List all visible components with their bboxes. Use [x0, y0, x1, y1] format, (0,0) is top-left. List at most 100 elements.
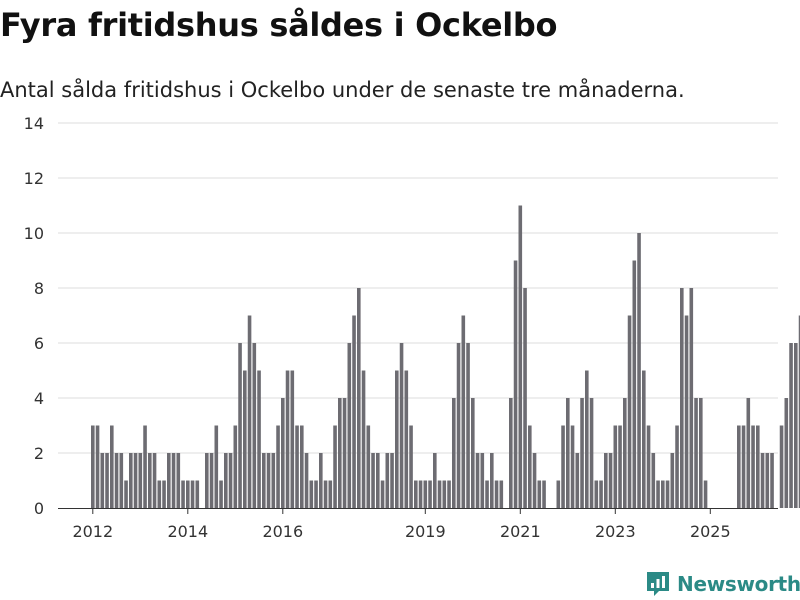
bar — [338, 398, 342, 508]
bar — [509, 398, 513, 508]
bar — [618, 425, 622, 508]
bar — [91, 425, 95, 508]
bar — [247, 315, 252, 508]
bar — [414, 480, 418, 508]
bar — [281, 398, 285, 508]
bar — [623, 398, 627, 508]
bar — [585, 370, 589, 508]
bar — [361, 370, 366, 508]
bar — [110, 425, 114, 508]
brand-name: Newsworthy — [677, 572, 800, 596]
bar — [347, 343, 352, 508]
bar — [300, 425, 304, 508]
x-tick-label: 2019 — [405, 522, 446, 541]
x-tick-label: 2014 — [167, 522, 208, 541]
bar — [632, 260, 637, 508]
y-tick-label: 12 — [24, 169, 44, 188]
bar — [395, 370, 399, 508]
bar — [613, 425, 618, 508]
bar — [181, 480, 185, 508]
bar — [176, 453, 181, 508]
bar — [575, 453, 580, 508]
bar — [789, 343, 793, 508]
bar — [266, 453, 271, 508]
bar — [494, 480, 499, 508]
y-tick-label: 2 — [34, 444, 44, 463]
bar — [594, 480, 599, 508]
bar — [428, 480, 432, 508]
bar — [390, 453, 394, 508]
bar — [257, 370, 261, 508]
bar — [342, 398, 347, 508]
bar — [333, 425, 337, 508]
bar — [452, 398, 456, 508]
bar — [741, 425, 746, 508]
bar — [770, 453, 774, 508]
bar — [471, 398, 475, 508]
bar — [604, 453, 608, 508]
bar — [328, 480, 333, 508]
y-tick-label: 10 — [24, 224, 44, 243]
bar — [100, 453, 105, 508]
bars — [91, 205, 800, 508]
bar — [171, 453, 176, 508]
x-tick-label: 2012 — [72, 522, 113, 541]
bar — [637, 233, 641, 508]
bar — [418, 480, 423, 508]
bar — [143, 425, 147, 508]
bar — [148, 453, 152, 508]
bar — [756, 425, 760, 508]
bar — [295, 425, 299, 508]
bar — [114, 453, 119, 508]
newsworthy-brand[interactable]: Newsworthy — [645, 569, 800, 599]
bar — [518, 205, 523, 508]
bar — [262, 453, 266, 508]
bar — [566, 398, 570, 508]
bar — [779, 425, 784, 508]
bar — [684, 315, 689, 508]
bar — [271, 453, 276, 508]
bar — [314, 480, 318, 508]
bar — [124, 480, 128, 508]
bar — [167, 453, 171, 508]
bar — [380, 480, 385, 508]
bar — [642, 370, 646, 508]
bar — [523, 288, 527, 508]
bar — [243, 370, 247, 508]
bar — [646, 425, 651, 508]
bar — [95, 425, 100, 508]
bar — [746, 398, 751, 508]
x-tick-label: 2016 — [262, 522, 303, 541]
bar — [323, 480, 328, 508]
bar — [765, 453, 770, 508]
bar — [794, 343, 798, 508]
bar — [385, 453, 390, 508]
bar — [129, 453, 133, 508]
bar — [399, 343, 404, 508]
bar — [219, 480, 223, 508]
bar — [689, 288, 694, 508]
bar — [214, 425, 219, 508]
bar — [233, 425, 238, 508]
bar — [285, 370, 290, 508]
x-tick-label: 2021 — [500, 522, 541, 541]
bar — [703, 480, 708, 508]
bar — [680, 288, 684, 508]
bar — [119, 453, 124, 508]
bar — [589, 398, 594, 508]
bar — [205, 453, 209, 508]
chart-title: Fyra fritidshus såldes i Ockelbo — [0, 6, 558, 44]
bar — [580, 398, 584, 508]
bar — [627, 315, 632, 508]
bar — [556, 480, 561, 508]
bar — [186, 480, 190, 508]
bar — [665, 480, 670, 508]
bar — [513, 260, 518, 508]
bar — [661, 480, 665, 508]
bar — [224, 453, 228, 508]
bar — [542, 480, 546, 508]
bar — [656, 480, 660, 508]
bar — [366, 425, 371, 508]
bar — [409, 425, 413, 508]
bar — [105, 453, 109, 508]
